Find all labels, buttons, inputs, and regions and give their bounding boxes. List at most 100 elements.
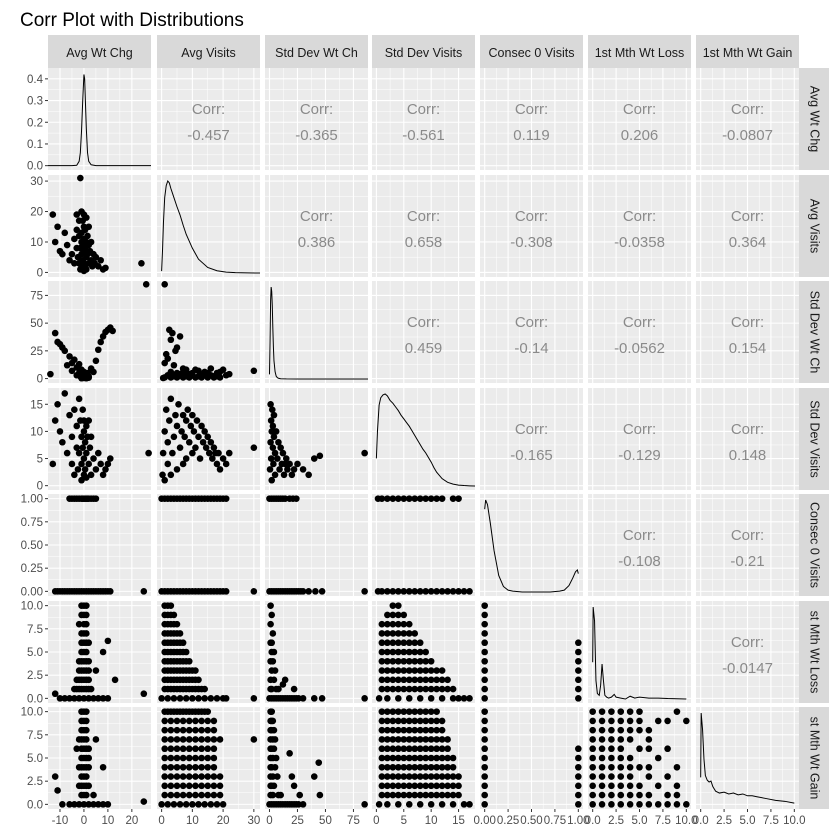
scatter-point — [378, 667, 386, 674]
corr-label: Corr: — [192, 101, 225, 118]
scatter-point — [209, 455, 216, 462]
scatter-point — [173, 791, 181, 799]
scatter-point — [83, 620, 90, 628]
scatter-point — [225, 449, 233, 457]
scatter-point — [90, 695, 97, 702]
scatter-point — [267, 685, 274, 693]
scatter-point — [400, 495, 408, 502]
scatter-point — [198, 717, 205, 725]
scatter-point — [225, 370, 233, 378]
scatter-point — [185, 717, 193, 725]
scatter-point — [198, 773, 205, 780]
scatter-point — [219, 801, 227, 808]
scatter-point — [190, 428, 198, 435]
scatter-point — [444, 791, 451, 799]
scatter-point — [481, 745, 488, 753]
corr-value: -0.129 — [618, 447, 661, 464]
scatter-point — [185, 782, 193, 790]
y-tick-label: 0.0 — [27, 693, 43, 705]
column-strip-label: Std Dev Wt Ch — [275, 46, 358, 60]
scatter-point — [589, 708, 596, 715]
scatter-point — [161, 791, 168, 799]
scatter-point — [207, 365, 215, 372]
scatter-point — [167, 395, 175, 403]
scatter-point — [608, 745, 615, 753]
scatter-point — [173, 374, 181, 381]
density-curve — [375, 393, 476, 487]
scatter-point — [416, 773, 424, 780]
scatter-point — [466, 801, 473, 808]
scatter-point — [411, 754, 419, 762]
scatter-point — [411, 773, 419, 780]
scatter-point — [87, 685, 95, 693]
scatter-point — [222, 588, 230, 595]
scatter-point — [664, 801, 671, 808]
scatter-point — [68, 367, 76, 375]
scatter-point — [71, 260, 78, 267]
scatter-point — [219, 455, 227, 462]
scatter-point — [361, 801, 368, 808]
scatter-point — [59, 801, 66, 808]
scatter-point — [169, 449, 176, 457]
corr-value: 0.658 — [405, 234, 443, 251]
scatter-point — [395, 685, 402, 693]
scatter-point — [378, 763, 386, 771]
scatter-point — [161, 736, 168, 743]
row-strip: st Mth Wt Loss — [799, 601, 829, 703]
correlation-panel: Corr: -0.308 — [480, 175, 583, 277]
scatter-point — [389, 754, 397, 762]
scatter-point — [54, 588, 61, 595]
y-tick-label: 0 — [37, 374, 43, 386]
scatter-point — [205, 449, 213, 457]
scatter-point — [411, 726, 419, 734]
scatter-panel — [588, 707, 691, 809]
scatter-point — [626, 801, 634, 808]
scatter-point — [99, 763, 107, 771]
scatter-point — [375, 801, 383, 808]
scatter-point — [422, 717, 429, 725]
scatter-point — [176, 333, 184, 340]
scatter-point — [192, 754, 199, 762]
scatter-point — [267, 620, 274, 628]
y-tick-label: 30 — [30, 176, 43, 188]
scatter-point — [389, 620, 397, 628]
scatter-point — [269, 657, 277, 665]
x-tick-label: 0.0 — [693, 815, 709, 827]
scatter-point — [272, 754, 280, 762]
scatter-point — [74, 466, 82, 473]
scatter-point — [198, 791, 205, 799]
scatter-point — [161, 754, 168, 762]
scatter-point — [68, 250, 76, 258]
scatter-point — [75, 801, 83, 808]
scatter-point — [179, 773, 187, 780]
scatter-point — [411, 588, 419, 595]
row-strip-label: st Mth Wt Loss — [808, 611, 822, 694]
x-tick-label: 2.5 — [716, 815, 732, 827]
correlation-panel: Corr: -0.165 — [480, 388, 583, 490]
scatter-point — [384, 667, 391, 674]
scatter-point — [389, 782, 397, 790]
scatter-point — [400, 639, 408, 647]
scatter-point — [433, 782, 440, 790]
scatter-point — [213, 460, 221, 468]
corr-label: Corr: — [731, 634, 764, 651]
scatter-point — [179, 763, 187, 771]
scatter-point — [433, 754, 440, 762]
scatter-point — [636, 717, 643, 725]
scatter-point — [481, 639, 488, 647]
scatter-point — [179, 411, 187, 419]
scatter-point — [636, 708, 643, 715]
scatter-point — [389, 736, 397, 743]
scatter-point — [316, 791, 324, 799]
scatter-point — [201, 695, 208, 702]
scatter-point — [161, 745, 168, 753]
scatter-point — [59, 250, 66, 258]
scatter-point — [395, 648, 402, 656]
scatter-point — [405, 801, 413, 808]
scatter-point — [269, 791, 277, 799]
scatter-point — [378, 708, 386, 715]
corr-value: 0.148 — [729, 447, 767, 464]
corr-value: -0.0562 — [614, 340, 665, 357]
scatter-point — [73, 745, 81, 753]
scatter-point — [411, 630, 419, 637]
